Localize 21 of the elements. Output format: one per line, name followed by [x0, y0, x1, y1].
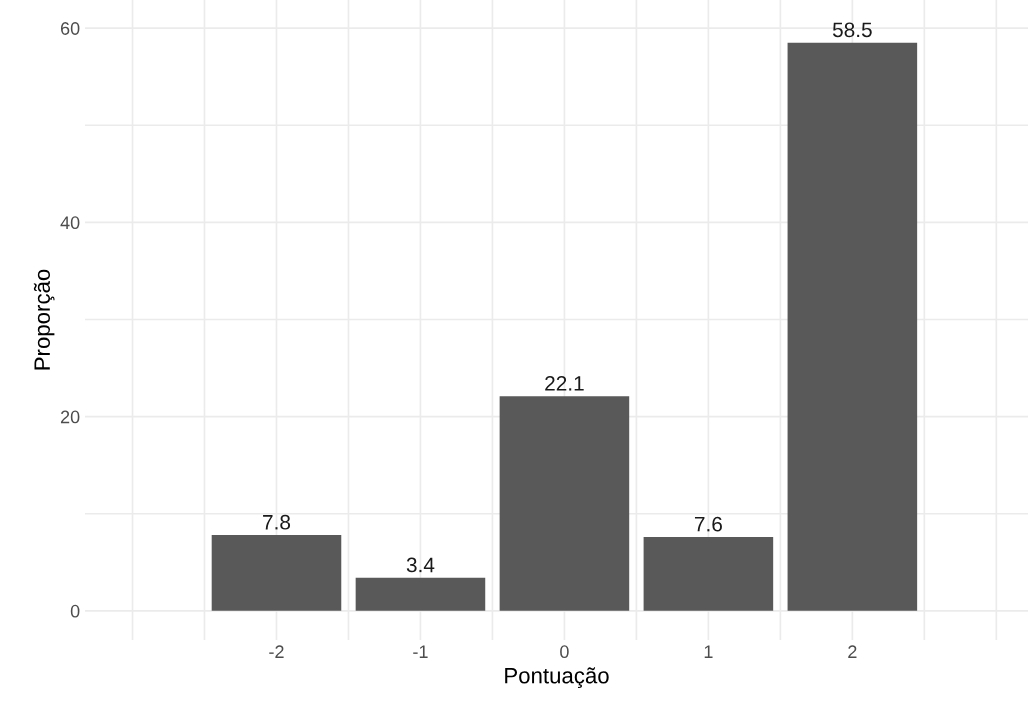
- y-tick-label: 60: [60, 22, 80, 35]
- y-tick-label: 0: [70, 604, 80, 618]
- bar: [499, 396, 630, 611]
- y-tick-label: 20: [60, 410, 80, 424]
- y-tick-label: 40: [60, 216, 80, 230]
- x-tick-label: -1: [413, 645, 428, 658]
- data-label: 7.8: [263, 514, 291, 530]
- data-label: 58.5: [832, 22, 872, 38]
- y-axis-title: Proporção: [33, 269, 55, 370]
- x-axis-title: Pontuação: [505, 667, 609, 688]
- data-label: 3.4: [406, 557, 435, 573]
- x-tick-label: -2: [269, 645, 284, 658]
- x-tick-label: 2: [848, 645, 857, 658]
- bar: [643, 537, 774, 611]
- data-label: 22.1: [545, 375, 584, 391]
- bar: [211, 535, 342, 611]
- x-tick-label: 0: [560, 645, 569, 659]
- bar: [787, 42, 918, 611]
- bar: [355, 577, 486, 611]
- data-label: 7.6: [694, 516, 722, 532]
- x-tick-label: 1: [704, 645, 713, 658]
